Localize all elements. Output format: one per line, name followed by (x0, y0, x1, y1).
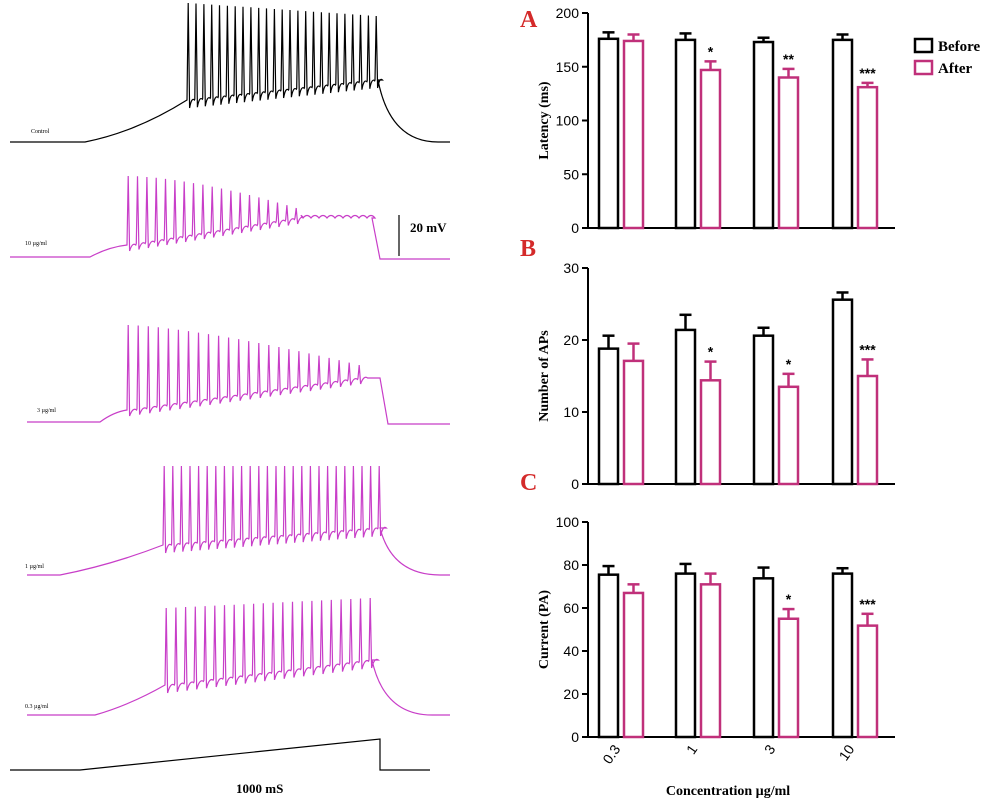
significance-marker: *** (859, 65, 876, 81)
trace-label-10ugml: 10 µg/ml (25, 241, 47, 247)
trace-10ugml (10, 175, 450, 260)
x-tick-label: 10 (835, 741, 857, 763)
bar-before-0.3 (597, 37, 620, 230)
panel-letter-b: B (520, 236, 536, 262)
bar-before-10 (831, 38, 854, 230)
bar-after-10 (856, 624, 879, 739)
y-tick-label: 200 (556, 5, 580, 21)
bar-after-1 (699, 68, 722, 230)
y-axis-label: Current (PA) (537, 590, 552, 670)
trace-3ugml (27, 324, 450, 425)
significance-marker: * (786, 591, 792, 607)
bar-after-1 (699, 583, 722, 739)
bar-after-3 (777, 76, 800, 230)
y-tick-label: 0 (571, 476, 579, 492)
y-tick-label: 0 (571, 729, 579, 745)
significance-marker: *** (859, 341, 876, 357)
y-tick-label: 100 (556, 514, 580, 530)
x-axis-label: Concentration µg/ml (666, 784, 790, 799)
y-tick-label: 60 (563, 600, 579, 616)
scale-bar-time-label: 1000 mS (236, 781, 283, 796)
y-tick-label: 10 (563, 404, 579, 420)
significance-marker: * (708, 344, 714, 360)
scale-bar-voltage-label: 20 mV (410, 220, 447, 235)
bar-before-3 (752, 334, 775, 486)
trace-control (10, 2, 450, 143)
y-tick-label: 150 (556, 59, 580, 75)
y-tick-label: 100 (556, 113, 580, 129)
trace-label-3ugml: 3 µg/ml (37, 408, 56, 414)
x-tick-label: 3 (761, 741, 779, 757)
stimulus-ramp (10, 738, 430, 771)
bar-after-3 (777, 385, 800, 486)
trace-0.3ugml (27, 597, 450, 716)
legend-swatch-before (913, 37, 934, 54)
bar-after-0.3 (622, 39, 645, 230)
x-tick-label: 1 (683, 741, 701, 757)
panel-letter-a: A (520, 7, 538, 33)
bar-before-1 (674, 572, 697, 739)
trace-label-0.3ugml: 0.3 µg/ml (25, 704, 49, 710)
panel-letter-c: C (520, 470, 537, 496)
trace-label-1ugml: 1 µg/ml (25, 564, 44, 570)
significance-marker: *** (859, 596, 876, 612)
bar-before-1 (674, 38, 697, 230)
bar-after-10 (856, 85, 879, 230)
bar-before-3 (752, 40, 775, 230)
bar-after-3 (777, 617, 800, 739)
trace-label-control: Control (31, 129, 50, 135)
bar-before-0.3 (597, 347, 620, 486)
y-axis-label: Number of APs (537, 330, 552, 422)
y-tick-label: 50 (563, 166, 579, 182)
significance-marker: * (708, 43, 714, 59)
legend-label-after: After (938, 61, 972, 77)
y-axis-label: Latency (ms) (537, 81, 552, 159)
bar-after-1 (699, 379, 722, 486)
bar-after-0.3 (622, 591, 645, 739)
bar-after-10 (856, 374, 879, 486)
significance-marker: * (786, 356, 792, 372)
significance-marker: ** (783, 51, 794, 67)
bar-before-1 (674, 328, 697, 486)
bar-before-3 (752, 577, 775, 739)
y-tick-label: 80 (563, 557, 579, 573)
legend-label-before: Before (938, 39, 981, 55)
bar-after-0.3 (622, 359, 645, 486)
y-tick-label: 20 (563, 686, 579, 702)
bar-before-10 (831, 298, 854, 486)
y-tick-label: 40 (563, 643, 579, 659)
legend-swatch-after (913, 59, 934, 76)
bar-before-0.3 (597, 573, 620, 739)
trace-1ugml (27, 465, 450, 576)
traces-panel: Control 10 µg/ml 3 µg/ml 1 µg/ml 0.3 µg/… (10, 2, 450, 796)
x-tick-label: 0.3 (599, 741, 623, 766)
y-tick-label: 30 (563, 260, 579, 276)
y-tick-label: 20 (563, 332, 579, 348)
bar-before-10 (831, 572, 854, 739)
y-tick-label: 0 (571, 220, 579, 236)
legend: Before After (913, 37, 981, 77)
